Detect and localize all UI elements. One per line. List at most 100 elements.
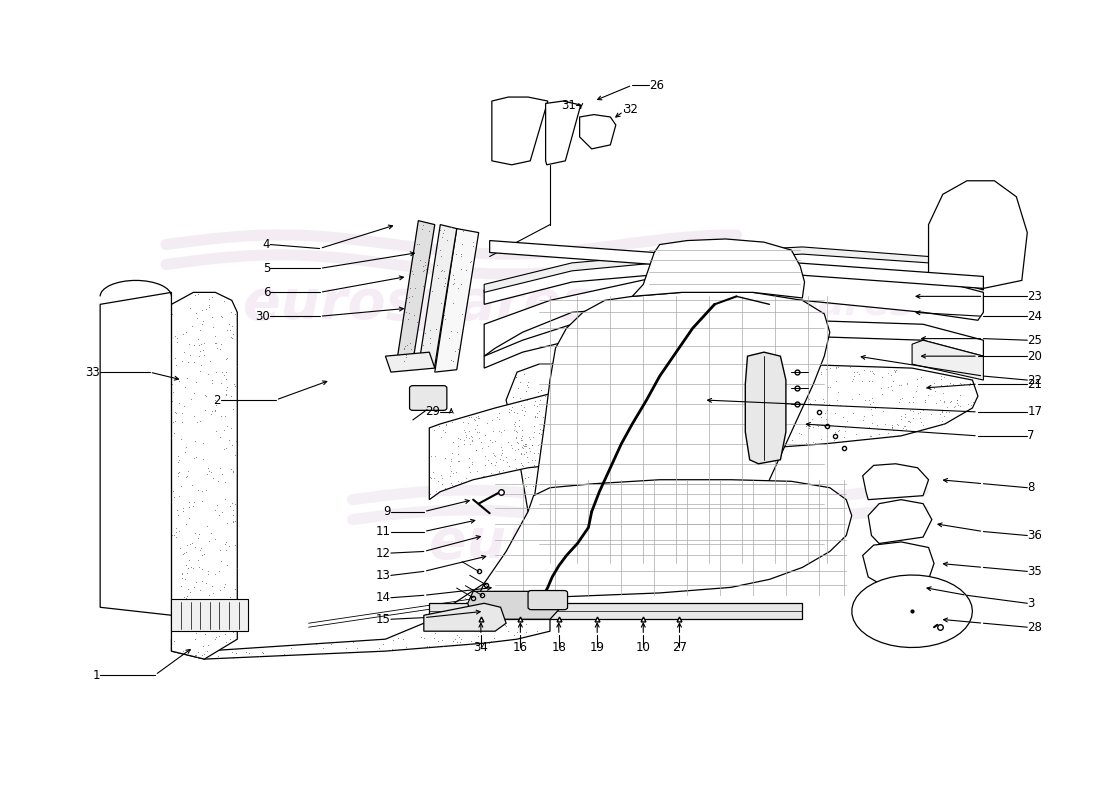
Point: [446, 345, 463, 358]
Point: [574, 391, 592, 404]
Point: [494, 454, 512, 466]
Point: [710, 416, 727, 429]
Point: [462, 255, 480, 268]
Point: [830, 423, 848, 436]
Polygon shape: [490, 241, 983, 288]
Point: [483, 634, 500, 647]
Point: [564, 425, 582, 438]
Polygon shape: [385, 352, 435, 372]
Point: [766, 430, 783, 442]
Point: [621, 406, 639, 418]
Point: [719, 389, 737, 402]
Point: [810, 420, 827, 433]
Point: [828, 394, 846, 407]
Point: [814, 393, 832, 406]
Point: [189, 650, 207, 663]
Point: [940, 405, 958, 418]
Point: [194, 549, 211, 562]
Point: [553, 571, 571, 584]
Point: [447, 633, 464, 646]
Point: [679, 371, 696, 384]
Point: [444, 435, 462, 448]
Point: [564, 426, 582, 439]
Point: [688, 437, 705, 450]
Point: [443, 415, 461, 428]
Point: [892, 378, 910, 391]
Point: [458, 472, 475, 485]
Point: [861, 430, 879, 442]
Point: [539, 480, 557, 493]
Text: 21: 21: [1027, 378, 1043, 390]
Point: [675, 429, 693, 442]
Text: 20: 20: [1027, 350, 1042, 362]
Point: [712, 377, 729, 390]
Polygon shape: [429, 603, 802, 619]
Point: [395, 354, 412, 367]
Point: [628, 384, 646, 397]
Point: [644, 369, 661, 382]
Point: [561, 465, 579, 478]
Point: [627, 393, 645, 406]
Point: [202, 374, 220, 386]
Point: [718, 399, 736, 412]
Point: [535, 418, 552, 431]
Point: [446, 616, 463, 629]
Point: [719, 403, 737, 416]
Point: [529, 534, 547, 546]
Point: [550, 422, 568, 435]
Text: 11: 11: [376, 525, 390, 538]
Point: [421, 331, 439, 344]
Text: 33: 33: [86, 366, 100, 378]
Point: [448, 635, 465, 648]
Point: [165, 529, 183, 542]
Point: [222, 462, 240, 475]
Point: [452, 250, 470, 262]
Point: [165, 491, 183, 504]
Point: [456, 595, 474, 608]
Point: [184, 562, 201, 574]
Point: [186, 289, 204, 302]
Point: [212, 614, 230, 626]
Point: [542, 439, 560, 452]
Point: [189, 288, 207, 301]
Point: [537, 526, 554, 538]
Point: [676, 402, 694, 415]
Point: [461, 466, 478, 478]
Point: [932, 407, 949, 420]
Point: [519, 593, 537, 606]
Point: [623, 386, 640, 398]
Point: [481, 636, 498, 649]
Point: [621, 425, 639, 438]
Point: [398, 338, 416, 351]
Point: [685, 434, 703, 446]
Point: [539, 587, 557, 600]
Point: [865, 395, 882, 408]
Point: [504, 401, 521, 414]
Point: [866, 402, 883, 414]
Point: [198, 467, 216, 480]
Point: [464, 608, 482, 621]
Point: [421, 337, 439, 350]
Point: [414, 338, 431, 350]
Point: [509, 442, 527, 455]
Point: [446, 273, 463, 286]
Point: [869, 419, 887, 432]
Point: [648, 429, 666, 442]
Point: [752, 415, 770, 428]
Point: [495, 424, 513, 437]
Point: [713, 407, 730, 420]
Point: [539, 443, 557, 456]
Point: [189, 532, 207, 545]
Point: [507, 430, 525, 443]
Point: [750, 364, 768, 377]
Point: [904, 411, 922, 424]
Point: [544, 531, 562, 544]
Point: [619, 384, 637, 397]
Point: [169, 509, 187, 522]
Text: 23: 23: [1027, 290, 1042, 303]
Point: [727, 387, 745, 400]
Point: [188, 627, 206, 640]
Point: [176, 446, 194, 458]
Text: 7: 7: [1027, 430, 1035, 442]
Point: [594, 402, 612, 414]
